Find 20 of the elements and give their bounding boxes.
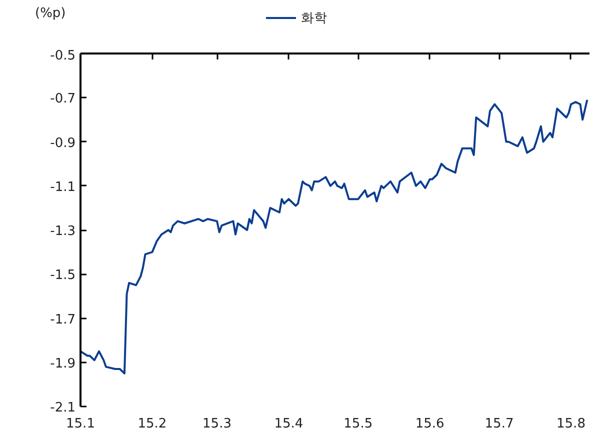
x-tick-label: 15.3: [202, 416, 232, 432]
y-axis-title: (%p): [35, 6, 66, 21]
y-tick-label: -1.3: [50, 224, 76, 239]
x-tick-label: 15.8: [556, 416, 586, 432]
y-tick-label: -1.5: [50, 268, 76, 284]
x-tick-label: 15.2: [138, 416, 167, 432]
y-tick-label: -0.5: [50, 48, 76, 64]
line-series: [80, 98, 588, 374]
x-tick-label: 15.1: [66, 416, 95, 432]
x-tick-label: 15.4: [274, 416, 304, 432]
x-tick-label: 15.5: [344, 416, 373, 432]
y-tick-label: -2.1: [50, 400, 76, 416]
y-tick-label: -1.7: [50, 312, 76, 328]
y-tick-label: -1.1: [50, 180, 76, 195]
x-tick-label: 15.6: [415, 416, 444, 432]
legend-label: 화학: [301, 10, 327, 27]
y-tick-label: -0.7: [50, 92, 76, 107]
y-tick-label: -1.9: [50, 356, 76, 372]
y-tick-label: -0.9: [50, 136, 76, 151]
x-tick-label: 15.7: [484, 416, 514, 432]
